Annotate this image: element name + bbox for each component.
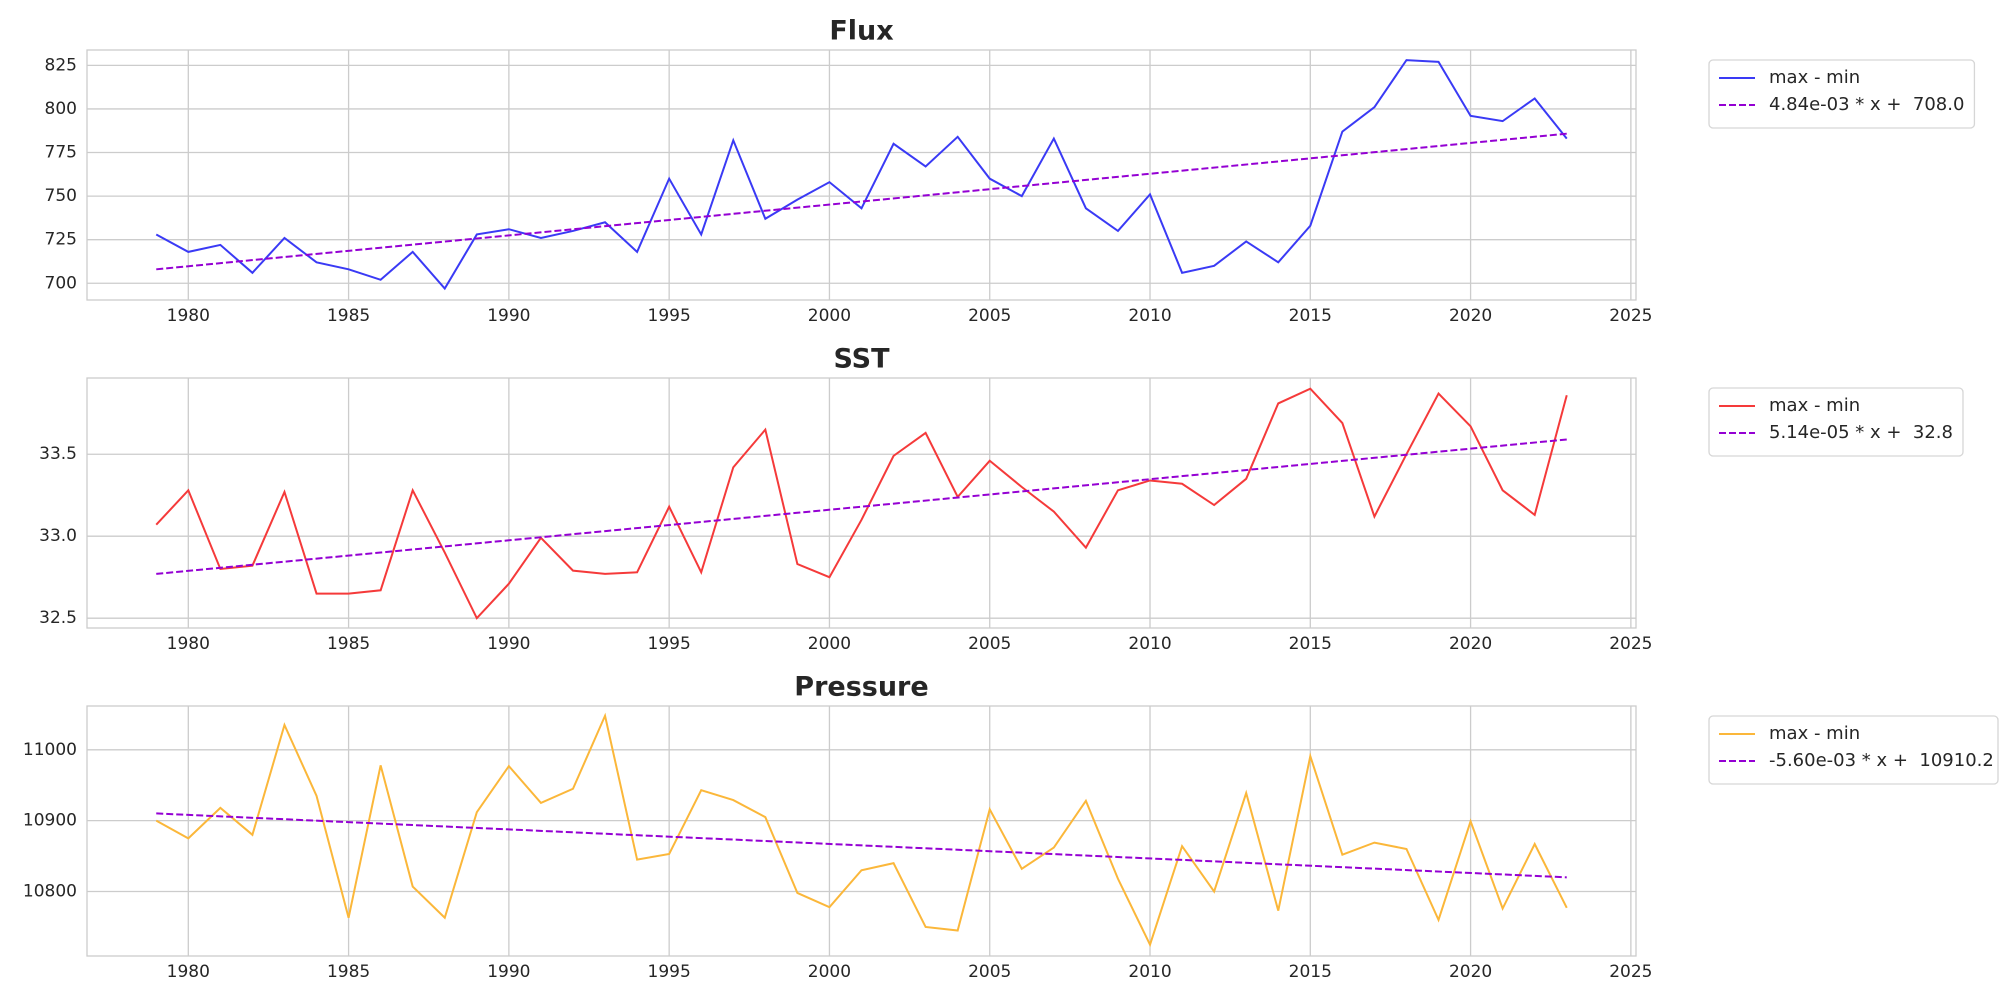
legend-label: max - min (1769, 723, 1860, 744)
legend-box (1708, 59, 1976, 129)
series-line (156, 812, 1567, 879)
x-tick-label: 1985 (327, 306, 370, 326)
legend-label: 4.84e-03 * x + 708.0 (1769, 94, 1964, 115)
x-tick-label: 2015 (1289, 962, 1332, 982)
x-tick-label: 1985 (327, 634, 370, 654)
legend-label: 5.14e-05 * x + 32.8 (1769, 422, 1953, 443)
x-tick-label: 1995 (648, 962, 691, 982)
y-tick-label: 800 (45, 99, 77, 119)
x-tick-label: 2005 (968, 962, 1011, 982)
x-tick-label: 2005 (968, 634, 1011, 654)
legend-label: max - min (1769, 395, 1860, 416)
x-tick-label: 2000 (808, 306, 851, 326)
plot-area (86, 377, 1637, 629)
x-tick-label: 1980 (167, 306, 210, 326)
x-tick-label: 2010 (1128, 306, 1171, 326)
x-tick-label: 2000 (808, 962, 851, 982)
legend-box (1708, 715, 1999, 785)
x-tick-label: 2020 (1449, 962, 1492, 982)
y-tick-label: 725 (45, 230, 77, 250)
x-tick-label: 2010 (1128, 634, 1171, 654)
x-tick-label: 1985 (327, 962, 370, 982)
x-tick-label: 2025 (1609, 962, 1652, 982)
plot-area (86, 705, 1637, 957)
y-tick-label: 825 (45, 55, 77, 75)
y-tick-label: 33.5 (39, 444, 77, 464)
x-tick-label: 1990 (487, 306, 530, 326)
legend-box (1708, 387, 1964, 457)
legend-label: max - min (1769, 67, 1860, 88)
x-tick-label: 2020 (1449, 634, 1492, 654)
series-line (155, 387, 1568, 620)
x-tick-label: 2005 (968, 306, 1011, 326)
y-tick-label: 750 (45, 186, 77, 206)
x-tick-label: 2000 (808, 634, 851, 654)
y-tick-label: 775 (45, 143, 77, 163)
x-tick-label: 2015 (1289, 306, 1332, 326)
x-tick-label: 1990 (487, 634, 530, 654)
chart-title: Flux (829, 16, 893, 47)
series-line (156, 438, 1567, 575)
legend-label: -5.60e-03 * x + 10910.2 (1769, 750, 1994, 771)
x-tick-label: 1980 (167, 634, 210, 654)
y-tick-label: 33.0 (39, 526, 77, 546)
x-tick-label: 2015 (1289, 634, 1332, 654)
x-tick-label: 2025 (1609, 634, 1652, 654)
series-line (155, 712, 1568, 948)
x-tick-label: 1990 (487, 962, 530, 982)
chart-title: SST (833, 344, 890, 375)
series-line (155, 59, 1568, 291)
plot-area (86, 49, 1637, 301)
x-tick-label: 2020 (1449, 306, 1492, 326)
y-tick-label: 10900 (23, 811, 77, 831)
series-line (156, 132, 1567, 271)
x-tick-label: 2010 (1128, 962, 1171, 982)
y-tick-label: 11000 (23, 740, 77, 760)
y-tick-label: 700 (45, 273, 77, 293)
y-tick-label: 32.5 (39, 608, 77, 628)
x-tick-label: 1995 (648, 306, 691, 326)
x-tick-label: 1995 (648, 634, 691, 654)
x-tick-label: 1980 (167, 962, 210, 982)
x-tick-label: 2025 (1609, 306, 1652, 326)
chart-title: Pressure (794, 672, 928, 703)
y-tick-label: 10800 (23, 882, 77, 902)
